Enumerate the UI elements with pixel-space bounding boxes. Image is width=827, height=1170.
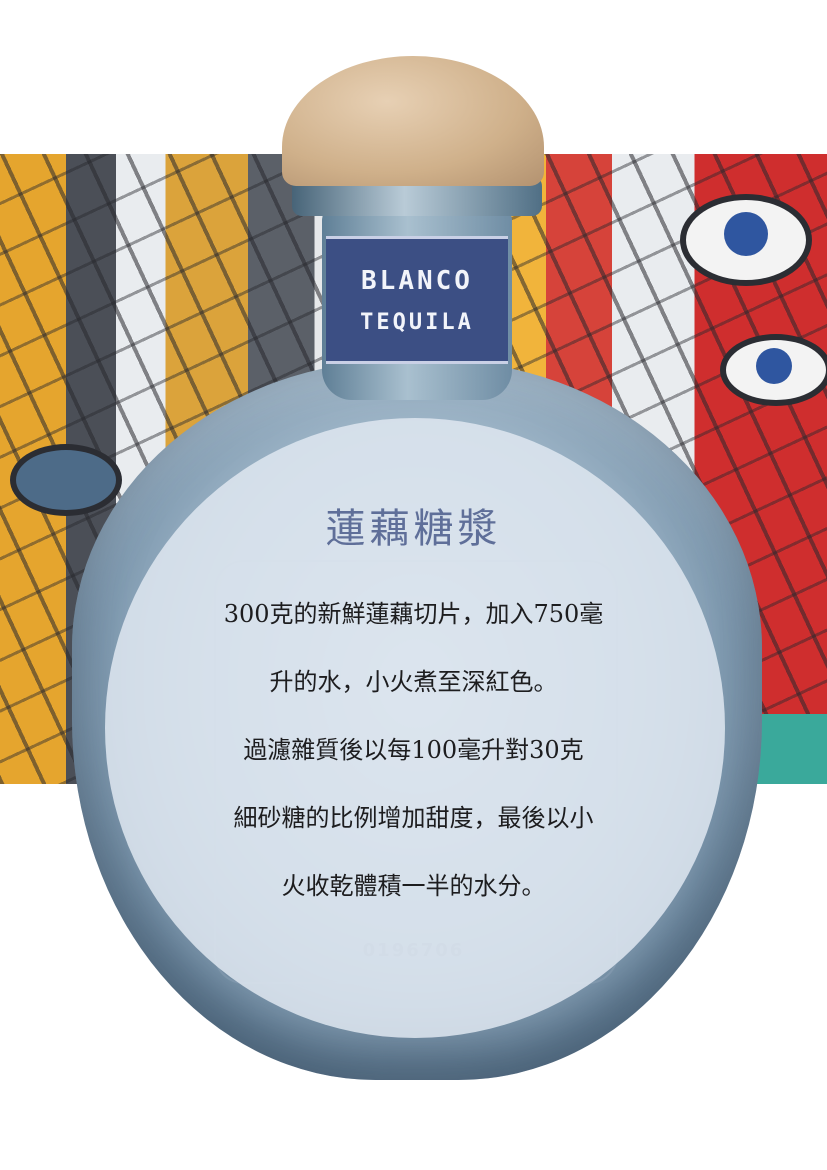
eye-mosaic-left [10, 444, 122, 516]
eye-mosaic-right-bottom [720, 334, 827, 406]
neck-label-line2: TEQUILA [360, 309, 474, 335]
eye-mosaic-right-top [680, 194, 812, 286]
recipe-line: 過濾雜質後以每100毫升對30克 [243, 736, 584, 764]
neck-label-line1: BLANCO [361, 265, 473, 296]
text-overlay-circle [105, 418, 725, 1038]
recipe-body: 300克的新鮮蓮藕切片，加入750毫 升的水，小火煮至深紅色。 過濾雜質後以每1… [0, 588, 827, 928]
recipe-line: 300克的新鮮蓮藕切片，加入750毫 [223, 600, 604, 628]
neck-label: BLANCO TEQUILA [326, 236, 508, 364]
recipe-line: 火收乾體積一半的水分。 [281, 872, 546, 900]
recipe-line: 升的水，小火煮至深紅色。 [269, 668, 558, 696]
bottle-cork [282, 56, 544, 186]
recipe-title: 蓮藕糖漿 [325, 506, 502, 552]
recipe-line: 細砂糖的比例增加甜度，最後以小 [233, 804, 594, 832]
